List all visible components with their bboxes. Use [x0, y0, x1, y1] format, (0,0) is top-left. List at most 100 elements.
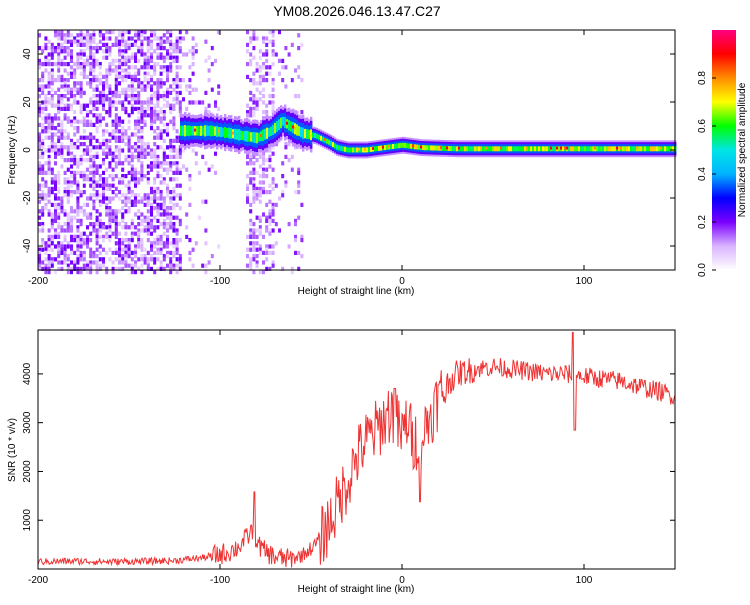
spectrogram-cell [262, 174, 265, 179]
spectrogram-cell [162, 218, 166, 223]
spectrogram-cell [95, 193, 99, 198]
spectrogram-cell [153, 225, 157, 230]
spectrogram-cell [54, 49, 57, 54]
spectrogram-cell [70, 193, 73, 198]
spectrogram-cell [86, 36, 89, 41]
spectrogram-cell [150, 46, 153, 51]
spectrogram-cell [258, 193, 262, 198]
spectrogram-cell [44, 180, 48, 185]
spectrogram-cell [70, 222, 73, 227]
spectrogram-cell [169, 164, 173, 169]
spectrogram-cell [102, 222, 105, 227]
spectrogram-cell [262, 87, 265, 92]
spectrogram-cell [41, 193, 45, 198]
spectrogram-cell [118, 74, 121, 79]
spectrogram-cell [159, 250, 163, 255]
spectrogram-cell [57, 145, 61, 150]
spectrogram-cell [150, 196, 153, 201]
spectrogram-cell [249, 231, 253, 236]
spectrogram-cell [130, 65, 134, 70]
spectrogram-cell [92, 193, 96, 198]
spectrogram-cell [124, 55, 128, 60]
spectrogram-cell [60, 30, 64, 35]
spectrogram-cell [121, 161, 125, 166]
spectrogram-cell [150, 231, 153, 236]
spectrogram-cell [265, 167, 269, 172]
spectrogram-cell [262, 180, 265, 185]
spectrogram-cell [38, 110, 41, 115]
spectrogram-cell [95, 106, 99, 111]
spectrogram-cell [114, 231, 118, 236]
spectrogram-cell [143, 218, 147, 223]
spectrogram-cell [102, 186, 105, 191]
spectrogram-cell [50, 202, 54, 207]
spectrogram-cell [134, 260, 137, 265]
spectrogram-cell [246, 42, 249, 47]
spectrogram-cell [428, 145, 431, 151]
spectrogram-cell [38, 103, 41, 108]
spectrogram-cell [54, 180, 57, 185]
spectrogram-cell [63, 222, 67, 227]
spectrogram-cell [105, 55, 109, 60]
spectrogram-cell [130, 55, 134, 60]
spectrogram-cell [98, 116, 102, 121]
spectrogram-cell [166, 74, 169, 79]
spectrogram-cell [95, 74, 99, 79]
spectrogram-cell [79, 244, 83, 249]
spectrogram-cell [70, 244, 73, 249]
spectrogram-cell [140, 270, 144, 275]
spectrogram-cell [86, 81, 89, 86]
spectrogram-cell [153, 49, 157, 54]
spectrogram-cell [265, 244, 269, 249]
spectrogram-cell [108, 113, 112, 118]
spectrogram-cell [137, 36, 141, 41]
spectrogram-cell [140, 81, 144, 86]
spectrogram-cell [342, 146, 345, 152]
spectrogram-cell [178, 148, 182, 153]
spectrogram-cell [278, 119, 281, 130]
spectrogram-cell [300, 78, 304, 83]
spectrogram-cell [44, 266, 48, 271]
spectrogram-cell [127, 206, 131, 211]
spectrogram-cell [249, 177, 253, 182]
spectrogram-cell [159, 247, 163, 252]
spectrogram-cell [162, 196, 166, 201]
spectrogram-cell [169, 65, 173, 70]
spectrogram-cell [92, 145, 96, 150]
spectrogram-cell [214, 170, 217, 175]
spectrogram-cell [146, 238, 150, 243]
spectrogram-cell [60, 84, 64, 89]
spectrogram-cell [98, 62, 102, 67]
spectrogram-cell [76, 257, 80, 262]
spectrogram-cell [265, 42, 269, 47]
spectrogram-cell [502, 146, 505, 152]
spectrogram-cell [137, 145, 141, 150]
spectrogram-cell [66, 199, 70, 204]
spectrogram-cell [143, 174, 147, 179]
spectrogram-cell [111, 174, 115, 179]
spectrogram-cell [214, 100, 217, 105]
spectrogram-cell [124, 225, 128, 230]
spectrogram-cell [108, 218, 112, 223]
spectrogram-cell [50, 190, 54, 195]
spectrogram-cell [172, 145, 176, 150]
spectrogram-cell [298, 126, 301, 136]
spectrogram-cell [92, 250, 96, 255]
spectrogram-cell [95, 116, 99, 121]
spectrogram-cell [159, 202, 163, 207]
spectrogram-cell [82, 52, 86, 57]
spectrogram-cell [121, 68, 125, 73]
spectrogram-cell [60, 142, 64, 147]
spectrogram-cell [204, 58, 208, 63]
spectrogram-cell [73, 68, 77, 73]
spectrogram-cell [66, 116, 70, 121]
spectrogram-cell [137, 129, 141, 134]
spectrogram-cell [255, 193, 259, 198]
spectrogram-cell [50, 132, 54, 137]
spectrogram-cell [524, 146, 527, 152]
spectrogram-cell [268, 183, 272, 188]
spectrogram-cell [150, 106, 153, 111]
spectrogram-cell [57, 148, 61, 153]
spectrogram-cell [150, 161, 153, 166]
spectrogram-cell [137, 33, 141, 38]
